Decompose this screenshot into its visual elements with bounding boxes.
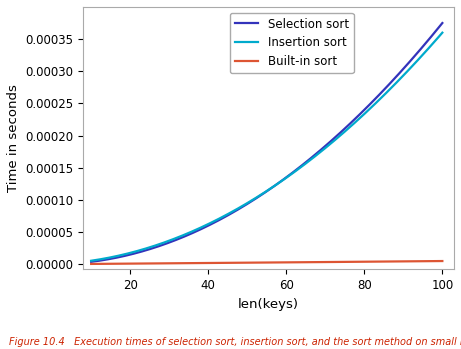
Selection sort [431,31,437,36]
Selection sort [255,195,261,199]
Built-in sort [257,260,263,265]
Selection sort [297,165,303,169]
Selection sort [440,21,445,25]
Legend: Selection sort, Insertion sort, Built-in sort: Selection sort, Insertion sort, Built-in… [230,13,354,73]
Insertion sort [257,193,263,198]
Line: Built-in sort: Built-in sort [91,261,443,264]
Insertion sort [278,179,284,184]
Built-in sort [89,262,94,266]
Insertion sort [297,165,303,170]
Built-in sort [255,260,261,265]
Built-in sort [376,260,382,264]
Built-in sort [278,260,284,265]
Insertion sort [376,98,382,102]
Insertion sort [255,194,261,199]
Selection sort [278,179,284,183]
Built-in sort [431,259,437,263]
Insertion sort [440,31,445,35]
X-axis label: len(keys): len(keys) [238,298,299,311]
Built-in sort [440,259,445,263]
Y-axis label: Time in seconds: Time in seconds [7,84,20,192]
Line: Selection sort: Selection sort [91,23,443,262]
Line: Insertion sort: Insertion sort [91,33,443,261]
Insertion sort [89,259,94,263]
Selection sort [89,260,94,264]
Selection sort [257,194,263,198]
Insertion sort [431,40,437,44]
Built-in sort [297,260,303,264]
Text: Figure 10.4   Execution times of selection sort, insertion sort, and the sort me: Figure 10.4 Execution times of selection… [9,337,461,347]
Selection sort [376,93,382,97]
